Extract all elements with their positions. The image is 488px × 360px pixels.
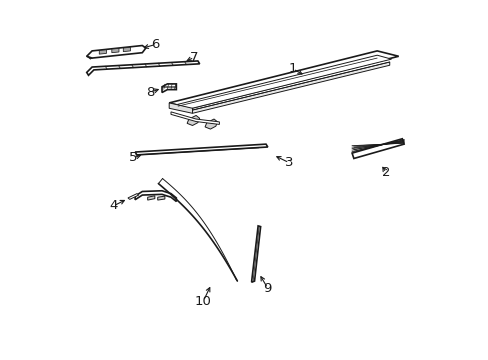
Polygon shape [176, 55, 391, 109]
Text: 2: 2 [381, 166, 389, 179]
Polygon shape [128, 194, 139, 199]
Text: 10: 10 [194, 295, 211, 308]
Text: 5: 5 [129, 151, 137, 164]
Polygon shape [204, 119, 217, 129]
Polygon shape [112, 48, 119, 53]
Polygon shape [123, 47, 130, 51]
Polygon shape [86, 45, 145, 58]
Polygon shape [169, 51, 398, 108]
Text: 4: 4 [109, 199, 118, 212]
Polygon shape [187, 116, 199, 126]
Text: 1: 1 [288, 62, 297, 75]
Polygon shape [192, 62, 389, 113]
Polygon shape [147, 196, 155, 200]
Polygon shape [158, 196, 164, 200]
Polygon shape [251, 226, 260, 282]
Polygon shape [86, 61, 199, 75]
Polygon shape [99, 50, 106, 54]
Polygon shape [135, 144, 267, 155]
Text: 8: 8 [146, 86, 154, 99]
Text: 7: 7 [190, 51, 198, 64]
Text: 3: 3 [285, 156, 293, 169]
Text: 9: 9 [263, 282, 271, 295]
Polygon shape [351, 139, 403, 158]
Polygon shape [162, 84, 176, 93]
Text: 6: 6 [151, 38, 160, 51]
Polygon shape [169, 103, 192, 113]
Polygon shape [135, 191, 176, 202]
Polygon shape [171, 112, 219, 125]
